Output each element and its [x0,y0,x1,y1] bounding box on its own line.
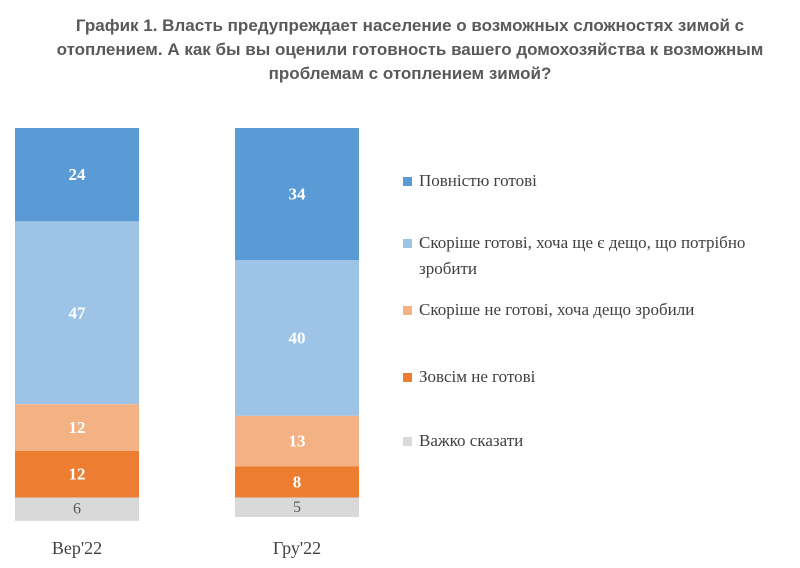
x-tick-label: Вер'22 [52,538,102,558]
legend-swatch [403,373,412,382]
bar-segment [15,221,139,405]
x-tick-label: Гру'22 [273,538,321,558]
legend-label: Важко сказати [419,431,524,450]
bar-segment [15,497,139,521]
data-label: 13 [289,432,306,451]
bar-segment [235,497,359,517]
legend-swatch [403,306,412,315]
bar-segment [235,260,359,416]
chart-title: График 1. Власть предупреждает население… [40,14,780,86]
legend-label: Скоріше не готові, хоча дещо зробили [419,300,695,319]
data-label: 6 [73,501,81,518]
data-label: 47 [69,303,87,322]
chart-title-line-3: проблемам с отоплением зимой? [268,64,552,83]
data-label: 34 [289,185,307,204]
data-label: 24 [69,165,87,184]
data-label: 40 [289,329,306,348]
bar-segment [15,404,139,451]
legend-label: Скоріше готові, хоча ще є дещо, що потрі… [419,233,746,278]
legend-label: Повністю готові [419,171,537,190]
legend-swatch [403,239,412,248]
bar-segment [15,128,139,222]
data-label: 12 [69,418,86,437]
legend-label: Зовсім не готові [419,367,536,386]
data-label: 8 [293,472,302,491]
data-label: 5 [293,499,301,516]
bar-segment [235,466,359,498]
bar-segment [15,450,139,498]
legend-swatch [403,437,412,446]
chart-title-line-2: отоплением. А как бы вы оценили готовнос… [56,40,764,59]
bar-segment [235,415,359,467]
legend-swatch [403,177,412,186]
chart-title-line-1: График 1. Власть предупреждает население… [75,16,745,35]
bar-segment [235,128,359,261]
data-label: 12 [69,465,86,484]
